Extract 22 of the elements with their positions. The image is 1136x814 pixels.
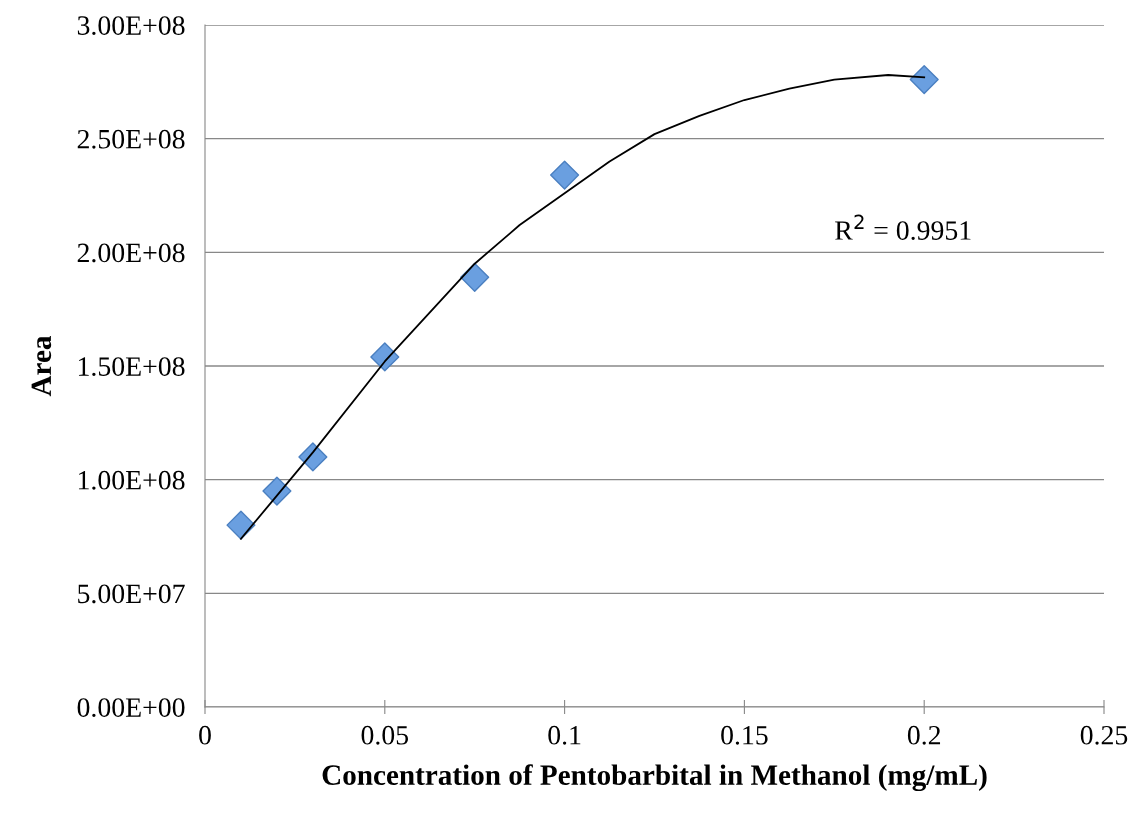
point — [298, 442, 328, 472]
point — [460, 262, 490, 292]
point — [370, 342, 400, 372]
y-tick-label: 2.50E+08 — [77, 129, 185, 149]
point — [550, 160, 580, 190]
x-tick-label: 0.2 — [907, 725, 941, 745]
annotation: R$^{2}$ = 0.9951 — [835, 214, 971, 241]
y-tick-label: 1.00E+08 — [78, 470, 185, 490]
y-tick-label: 2.00E+08 — [77, 243, 185, 263]
point — [909, 64, 939, 95]
x-tick-label: 0.1 — [548, 725, 581, 745]
x-tick-label: 0.05 — [361, 725, 409, 745]
y-tick-label: 5.00E+07 — [78, 584, 185, 604]
x-axis-title: Concentration of Pentobarbital in Methanol (mg/mL) — [322, 764, 987, 792]
y-tick-label: 3.00E+08 — [77, 16, 185, 36]
y-tick-label: 0.00E+00 — [77, 698, 185, 718]
x-tick-label: 0.25 — [1080, 725, 1128, 745]
y-tick-label: 1.50E+08 — [78, 357, 185, 377]
x-tick-label: 0.15 — [721, 725, 768, 745]
y-axis-title: Area — [31, 335, 52, 397]
point — [226, 510, 256, 540]
x-tick-label: 0 — [199, 725, 211, 745]
